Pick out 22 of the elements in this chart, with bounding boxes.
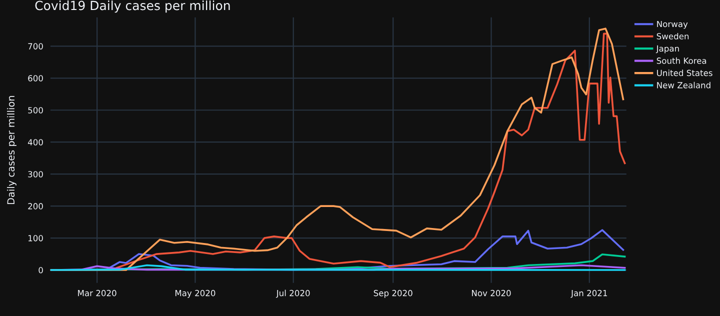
- y-tick-label: 600: [28, 75, 43, 82]
- y-axis-title: Daily cases per million: [7, 96, 16, 204]
- legend-label: South Korea: [656, 57, 706, 64]
- x-tick-label: May 2020: [175, 290, 216, 298]
- legend-label: United States: [657, 70, 712, 76]
- x-tick-label: Jul 2020: [276, 290, 310, 298]
- legend-label: Sweden: [656, 32, 689, 40]
- y-tick-label: 100: [28, 235, 43, 242]
- legend-label: Norway: [657, 20, 688, 29]
- x-tick-label: Sep 2020: [374, 290, 412, 298]
- y-tick-label: 200: [28, 203, 43, 210]
- legend-label: New Zealand: [657, 82, 710, 88]
- y-tick-label: 400: [28, 139, 43, 146]
- y-tick-label: 700: [28, 43, 43, 50]
- y-tick-label: 300: [28, 171, 43, 178]
- y-tick-label: 0: [38, 267, 43, 274]
- x-tick-label: Mar 2020: [78, 290, 116, 296]
- chart-title: Covid19 Daily cases per million: [35, 0, 230, 13]
- x-tick-label: Jan 2021: [570, 290, 607, 298]
- y-tick-label: 500: [28, 107, 43, 114]
- x-tick-label: Nov 2020: [472, 290, 511, 296]
- legend-label: Japan: [656, 45, 679, 54]
